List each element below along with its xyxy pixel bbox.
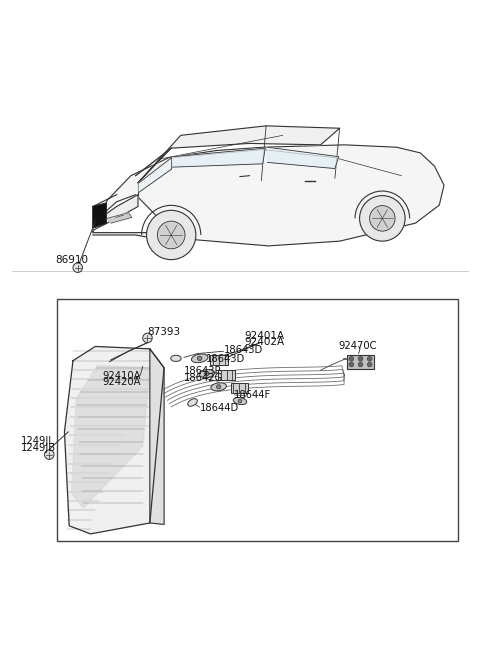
Bar: [210, 354, 228, 365]
Ellipse shape: [188, 399, 197, 406]
Ellipse shape: [233, 398, 247, 405]
Circle shape: [157, 221, 185, 249]
Text: 92402A: 92402A: [245, 337, 285, 347]
Circle shape: [349, 362, 354, 367]
Circle shape: [367, 362, 372, 367]
Polygon shape: [267, 147, 339, 168]
Ellipse shape: [192, 354, 208, 363]
Ellipse shape: [211, 383, 227, 391]
Polygon shape: [93, 195, 138, 231]
Text: 92470C: 92470C: [339, 341, 377, 350]
Polygon shape: [93, 233, 179, 242]
Circle shape: [146, 210, 196, 259]
Polygon shape: [150, 349, 164, 525]
Circle shape: [238, 399, 242, 403]
Polygon shape: [107, 213, 132, 223]
Bar: [57, 299, 458, 541]
Circle shape: [197, 356, 202, 361]
Text: 86910: 86910: [55, 255, 88, 265]
Text: 18644D: 18644D: [200, 403, 239, 413]
Text: 18643D: 18643D: [206, 354, 245, 364]
Circle shape: [358, 356, 363, 361]
Polygon shape: [93, 203, 106, 228]
Text: 92420A: 92420A: [102, 377, 141, 386]
Polygon shape: [64, 346, 164, 534]
Circle shape: [143, 333, 152, 343]
Ellipse shape: [199, 369, 215, 377]
Text: 1249JB: 1249JB: [21, 443, 56, 453]
Ellipse shape: [171, 355, 181, 362]
Text: 18643D: 18643D: [223, 345, 263, 355]
Polygon shape: [72, 365, 150, 508]
Circle shape: [204, 371, 209, 376]
Text: 18644F: 18644F: [234, 390, 272, 400]
Text: 1249JL: 1249JL: [21, 436, 55, 446]
Circle shape: [45, 450, 54, 459]
Circle shape: [360, 196, 405, 241]
Bar: [230, 383, 248, 393]
Polygon shape: [138, 126, 340, 183]
Circle shape: [370, 206, 395, 231]
Bar: [218, 370, 235, 380]
Text: 18643P: 18643P: [184, 366, 221, 376]
Bar: [347, 354, 374, 369]
Circle shape: [358, 362, 363, 367]
Circle shape: [349, 356, 354, 361]
Text: 92410A: 92410A: [102, 371, 141, 381]
Text: 87393: 87393: [147, 328, 180, 337]
Circle shape: [367, 356, 372, 361]
Text: 18642G: 18642G: [184, 373, 223, 383]
Polygon shape: [173, 148, 265, 167]
Circle shape: [216, 384, 221, 389]
Polygon shape: [93, 145, 444, 246]
Text: 92401A: 92401A: [245, 331, 285, 341]
Circle shape: [73, 263, 83, 272]
Polygon shape: [169, 227, 182, 239]
Polygon shape: [139, 158, 172, 193]
